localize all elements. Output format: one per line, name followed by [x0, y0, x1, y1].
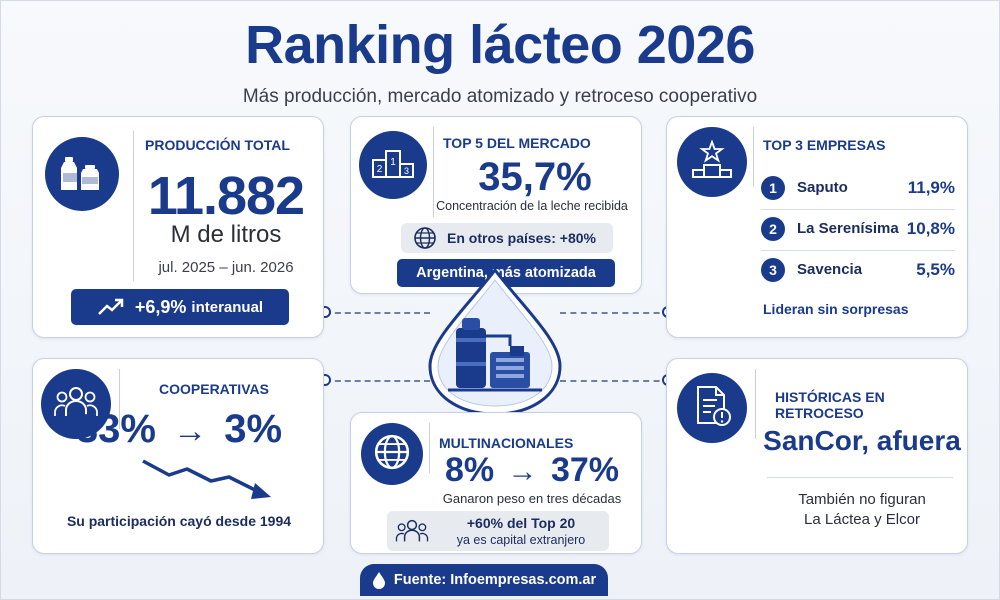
cooperatives-from: 33% — [75, 407, 156, 451]
historic-badge — [677, 373, 747, 443]
foreign-capital-box: +60% del Top 20 ya es capital extranjero — [387, 511, 609, 551]
historic-note-line2: La Láctea y Elcor — [804, 511, 920, 528]
star-podium-icon — [690, 138, 734, 186]
other-countries-box: En otros países: +80% — [401, 223, 613, 253]
factory-drop-icon — [428, 267, 562, 416]
source-text[interactable]: Fuente: Infoempresas.com.ar — [393, 572, 597, 588]
connector-line — [560, 312, 670, 314]
globe-icon — [413, 226, 437, 255]
top5-label: TOP 5 DEL MERCADO — [443, 135, 591, 151]
historic-headline: SanCor, afuera — [763, 425, 961, 456]
multinationals-caption: Ganaron peso en tres décadas — [442, 491, 622, 506]
top3-card: TOP 3 EMPRESAS 1 Saputo 11,9% 2 La Seren… — [666, 116, 968, 338]
rank-name-1: Saputo — [797, 179, 848, 196]
top5-value: 35,7% — [478, 155, 592, 199]
rank-badge-1: 1 — [761, 176, 785, 200]
page-subtitle: Más producción, mercado atomizado y retr… — [242, 86, 758, 107]
cooperatives-caption: Su participación cayó desde 1994 — [66, 513, 292, 529]
growth-value: +6,9% — [134, 296, 187, 317]
other-countries-text: En otros países: +80% — [447, 230, 597, 246]
divider — [767, 477, 953, 478]
rank-name-3: Savencia — [797, 261, 863, 278]
production-unit: M de litros — [170, 221, 282, 248]
document-alert-icon — [692, 384, 732, 433]
divider — [133, 131, 134, 281]
divider — [761, 250, 955, 251]
divider — [119, 369, 120, 429]
divider — [761, 209, 955, 210]
production-value: 11.882 — [147, 166, 305, 226]
rank-value-2: 10,8% — [906, 219, 955, 238]
rank-name-2: La Serenísima — [797, 220, 899, 237]
divider — [755, 369, 756, 439]
foreign-capital-line2: ya es capital extranjero — [456, 533, 586, 547]
top3-label: TOP 3 EMPRESAS — [763, 137, 886, 153]
connector-line — [560, 380, 670, 382]
production-card: PRODUCCIÓN TOTAL 11.882 M de litros jul.… — [32, 116, 324, 338]
cooperatives-badge — [41, 369, 111, 439]
multinationals-to: 37% — [550, 451, 620, 489]
production-period: jul. 2025 – jun. 2026 — [158, 259, 294, 276]
rank-badge-2: 2 — [761, 217, 785, 241]
globe-icon — [373, 433, 411, 476]
center-factory-drop — [426, 266, 564, 416]
trend-up-icon — [97, 297, 125, 317]
divider — [429, 423, 430, 473]
top5-badge: 1 2 3 — [359, 131, 427, 199]
cooperatives-label: COOPERATIVAS — [159, 381, 269, 397]
historic-note-line1: También no figuran — [798, 491, 926, 508]
people-group-icon — [395, 516, 429, 551]
arrow-right-icon: → — [173, 412, 208, 450]
multinationals-badge — [361, 423, 423, 485]
historic-label: HISTÓRICAS EN RETROCESO — [775, 389, 885, 421]
trend-down-icon — [139, 455, 279, 506]
people-group-icon — [53, 384, 99, 425]
podium-icon: 1 2 3 — [371, 143, 415, 188]
growth-pill: +6,9% interanual — [71, 289, 289, 325]
svg-text:2: 2 — [377, 164, 383, 175]
multinationals-card: MULTINACIONALES 8% → 37% Ganaron peso en… — [350, 412, 642, 554]
top3-badge — [677, 127, 747, 197]
divider — [433, 127, 434, 217]
cooperatives-card: COOPERATIVAS 33% → 3% Su participación c… — [32, 358, 324, 554]
arrow-right-icon: → — [507, 455, 538, 488]
multinationals-label: MULTINACIONALES — [439, 435, 574, 451]
multinationals-from: 8% — [444, 451, 495, 489]
top5-caption: Concentración de la leche recibida — [436, 199, 628, 213]
svg-text:3: 3 — [404, 166, 409, 176]
foreign-capital-line1: +60% del Top 20 — [466, 515, 576, 531]
page-title: Ranking lácteo 2026 — [245, 15, 755, 75]
milk-drop-icon — [372, 571, 386, 589]
rank-value-3: 5,5% — [916, 260, 955, 279]
connector-line — [325, 312, 430, 314]
rank-value-1: 11,9% — [907, 178, 955, 197]
historic-card: HISTÓRICAS EN RETROCESO SanCor, afuera T… — [666, 358, 968, 554]
top5-card: 1 2 3 TOP 5 DEL MERCADO 35,7% Concentrac… — [350, 116, 642, 294]
production-label: PRODUCCIÓN TOTAL — [145, 137, 290, 153]
milk-bottles-icon — [59, 149, 105, 200]
divider — [753, 127, 754, 187]
production-badge — [45, 137, 119, 211]
rank-badge-3: 3 — [761, 258, 785, 282]
cooperatives-to: 3% — [224, 407, 283, 451]
connector-line — [325, 380, 430, 382]
cooperatives-change: 33% → 3% — [33, 407, 325, 452]
top3-footer: Lideran sin sorpresas — [763, 301, 909, 317]
svg-text:1: 1 — [390, 157, 396, 168]
multinationals-change: 8% → 37% — [429, 451, 635, 490]
growth-suffix: interanual — [191, 298, 264, 316]
source-footer: Fuente: Infoempresas.com.ar — [360, 564, 608, 596]
